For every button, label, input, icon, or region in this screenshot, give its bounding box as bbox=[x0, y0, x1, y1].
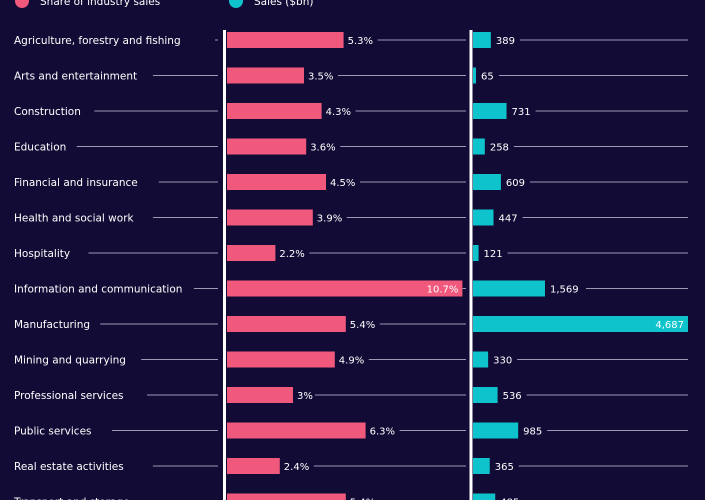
sales-value-label: 731 bbox=[512, 107, 531, 118]
share-bar bbox=[227, 280, 463, 297]
share-value-label: 4.9% bbox=[339, 356, 364, 367]
legend-label-sales: Sales ($bn) bbox=[254, 0, 313, 8]
sales-value-label: 4,687 bbox=[655, 320, 684, 331]
sales-value-label: 65 bbox=[481, 72, 494, 83]
share-bar bbox=[227, 103, 322, 119]
share-bar bbox=[227, 351, 335, 368]
sales-bar bbox=[473, 387, 498, 403]
category-label: Agriculture, forestry and fishing bbox=[14, 35, 181, 47]
category-label: Public services bbox=[14, 426, 92, 438]
category-label: Transport and storage bbox=[13, 497, 130, 500]
sales-value-label: 609 bbox=[506, 178, 525, 189]
sales-bar bbox=[473, 245, 479, 261]
share-value-label: 4.3% bbox=[326, 107, 351, 118]
sales-bar bbox=[473, 209, 494, 226]
sales-value-label: 485 bbox=[500, 498, 519, 500]
category-label: Construction bbox=[14, 106, 81, 118]
share-value-label: 3% bbox=[297, 391, 313, 402]
share-value-label: 2.2% bbox=[279, 249, 304, 260]
sales-value-label: 985 bbox=[523, 427, 542, 438]
sales-bar bbox=[473, 422, 519, 439]
share-bar bbox=[227, 493, 346, 500]
legend-swatch-share bbox=[15, 0, 29, 8]
share-value-label: 6.3% bbox=[370, 427, 395, 438]
sales-bar bbox=[473, 67, 476, 84]
share-value-label: 2.4% bbox=[284, 462, 309, 473]
share-value-label: 4.5% bbox=[330, 178, 355, 189]
share-bar bbox=[227, 422, 366, 439]
share-bar bbox=[227, 316, 346, 332]
share-bar bbox=[227, 245, 276, 261]
sales-value-label: 330 bbox=[493, 356, 512, 367]
sales-bar bbox=[473, 351, 489, 368]
share-bar bbox=[227, 67, 304, 84]
sales-bar bbox=[473, 493, 496, 500]
legend-label-share: Share of industry sales bbox=[40, 0, 160, 8]
sales-value-label: 121 bbox=[484, 249, 503, 260]
share-bar bbox=[227, 138, 307, 155]
category-label: Professional services bbox=[14, 390, 124, 402]
sales-bar bbox=[473, 103, 507, 119]
share-value-label: 3.5% bbox=[308, 72, 333, 83]
category-label: Information and communication bbox=[14, 284, 182, 296]
sales-value-label: 365 bbox=[495, 462, 514, 473]
sales-value-label: 1,569 bbox=[550, 285, 579, 296]
share-value-label: 5.4% bbox=[350, 320, 375, 331]
category-label: Education bbox=[14, 142, 66, 154]
sales-bar bbox=[473, 316, 688, 332]
legend: Share of industry sales Sales ($bn) bbox=[15, 0, 313, 8]
sales-bar bbox=[473, 32, 491, 48]
sales-bar bbox=[473, 174, 501, 190]
sales-value-label: 258 bbox=[490, 143, 509, 154]
share-bar bbox=[227, 209, 313, 226]
category-label: Hospitality bbox=[14, 248, 70, 260]
sales-value-label: 389 bbox=[496, 36, 515, 47]
legend-swatch-sales bbox=[229, 0, 243, 8]
share-bar bbox=[227, 32, 344, 48]
chart-rows: Agriculture, forestry and fishing 5.3% 389… bbox=[13, 32, 688, 500]
share-value-label: 10.7% bbox=[427, 285, 459, 296]
sales-bar bbox=[473, 138, 485, 155]
share-bar bbox=[227, 174, 326, 190]
sales-value-label: 447 bbox=[499, 214, 518, 225]
category-label: Health and social work bbox=[14, 213, 135, 225]
sales-bar bbox=[473, 458, 490, 474]
category-label: Manufacturing bbox=[14, 319, 90, 331]
share-value-label: 3.9% bbox=[317, 214, 342, 225]
sales-bar bbox=[473, 280, 545, 297]
sales-value-label: 536 bbox=[503, 391, 522, 402]
share-value-label: 5.4% bbox=[350, 498, 375, 500]
share-value-label: 5.3% bbox=[348, 36, 373, 47]
category-label: Financial and insurance bbox=[14, 177, 138, 189]
share-value-label: 3.6% bbox=[310, 143, 335, 154]
share-bar bbox=[227, 458, 280, 474]
category-label: Mining and quarrying bbox=[14, 355, 126, 367]
category-label: Arts and entertainment bbox=[14, 71, 137, 83]
share-bar bbox=[227, 387, 293, 403]
category-label: Real estate activities bbox=[14, 461, 124, 473]
